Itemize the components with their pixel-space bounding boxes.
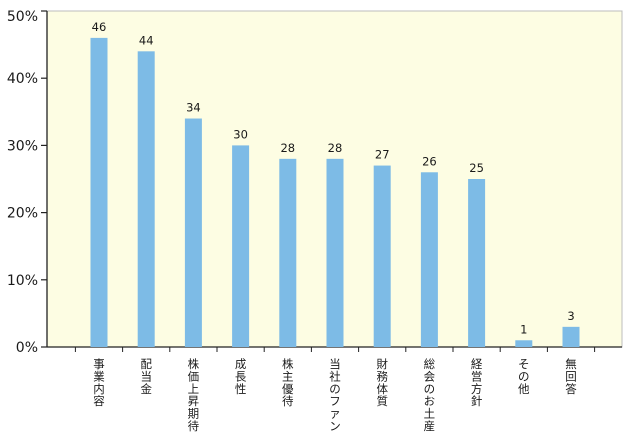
data-labels: 46 44 34 30 28 28 27 26 25 1 3 <box>92 20 575 336</box>
category-label: 経営方針 <box>471 357 483 408</box>
bar <box>279 158 297 347</box>
y-tick-label: 0% <box>16 340 38 356</box>
data-label: 26 <box>422 154 437 168</box>
category-label: その他 <box>518 357 530 396</box>
category-label: 成長性 <box>235 357 247 396</box>
data-label: 25 <box>469 161 484 175</box>
category-label: 株価上昇期待 <box>188 357 200 433</box>
data-label: 30 <box>233 127 248 141</box>
y-tick-label: 50% <box>7 9 38 25</box>
data-label: 44 <box>139 33 154 47</box>
y-tick-label: 30% <box>7 138 38 154</box>
category-label: 事業内容 <box>93 357 105 408</box>
data-label: 46 <box>92 20 107 34</box>
category-label: 財務体質 <box>376 357 388 408</box>
y-tick-label: 10% <box>7 273 38 289</box>
bar <box>420 172 438 347</box>
data-label: 1 <box>520 322 527 336</box>
bar <box>562 326 580 347</box>
bar <box>137 51 155 347</box>
data-label: 28 <box>328 141 343 155</box>
data-label: 3 <box>567 309 574 323</box>
y-axis: 0% 10% 20% 30% 40% 50% <box>7 9 48 356</box>
bar <box>232 145 250 347</box>
bar <box>184 118 202 348</box>
bar <box>326 158 344 347</box>
y-tick-label: 40% <box>7 71 38 87</box>
bar <box>515 340 533 347</box>
category-label: 無回答 <box>565 357 577 396</box>
category-label: 株主優待 <box>282 357 294 408</box>
data-label: 28 <box>280 141 295 155</box>
bar <box>90 37 108 347</box>
bars <box>90 37 580 348</box>
bar <box>373 165 391 347</box>
data-label: 34 <box>186 101 201 115</box>
category-labels: 事業内容 配当金 株価上昇期待 成長性 株主優待 当社のファン 財務体質 総会のお土産 経営方針… <box>93 357 577 433</box>
data-label: 27 <box>375 148 390 162</box>
x-axis <box>47 346 622 352</box>
category-label: 総会のお土産 <box>424 357 436 433</box>
category-label: 配当金 <box>140 357 152 396</box>
y-tick-label: 20% <box>7 206 38 222</box>
bar <box>468 179 486 347</box>
category-label: 当社のファン <box>329 357 341 433</box>
